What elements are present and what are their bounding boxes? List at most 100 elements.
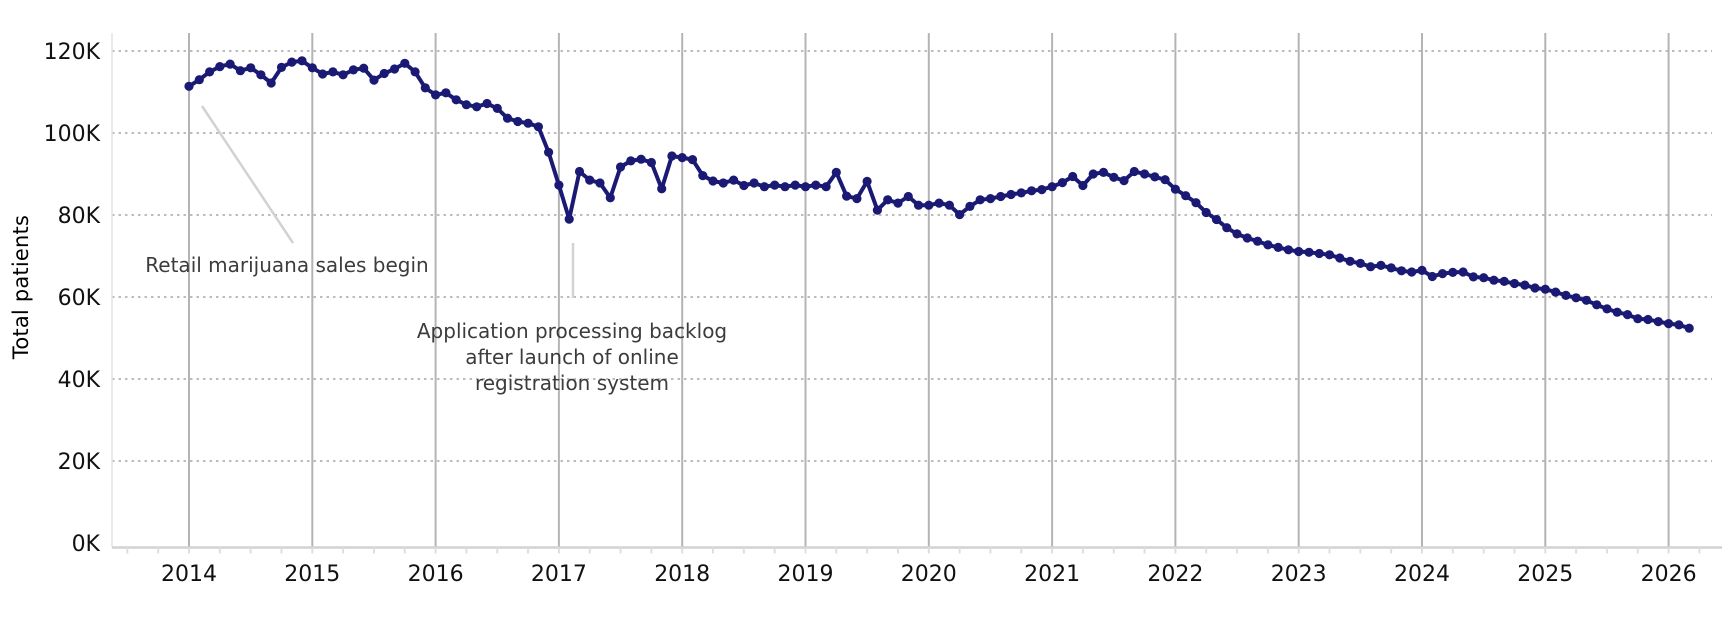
data-point-marker <box>1232 229 1242 239</box>
y-axis-title: Total patients <box>9 214 33 360</box>
data-point-marker <box>1592 300 1602 310</box>
data-point-marker <box>287 57 297 67</box>
data-point-marker <box>1633 314 1643 324</box>
data-point-marker <box>821 182 831 192</box>
data-point-marker <box>420 83 430 93</box>
y-tick-label-40K: 40K <box>58 368 101 393</box>
data-point-marker <box>1571 293 1581 303</box>
y-tick-label-80K: 80K <box>58 204 101 229</box>
data-point-marker <box>205 67 215 77</box>
data-point-marker <box>338 70 348 80</box>
x-tick-label-2023: 2023 <box>1271 562 1327 587</box>
data-point-marker <box>1653 317 1663 327</box>
data-point-marker <box>1150 172 1160 182</box>
data-point-marker <box>585 175 595 185</box>
x-tick-label-2022: 2022 <box>1147 562 1203 587</box>
data-point-marker <box>431 90 441 100</box>
data-point-marker <box>1283 245 1293 255</box>
data-point-marker <box>965 201 975 211</box>
data-point-marker <box>554 180 564 190</box>
data-point-marker <box>698 171 708 181</box>
data-point-marker <box>1088 169 1098 179</box>
data-point-marker <box>1263 240 1273 250</box>
data-point-marker <box>1489 275 1499 285</box>
data-point-marker <box>646 157 657 168</box>
data-point-marker <box>266 78 276 88</box>
data-point-marker <box>348 65 358 75</box>
data-point-marker <box>513 116 523 127</box>
data-point-marker <box>1068 171 1078 182</box>
data-point-marker <box>256 70 266 80</box>
data-point-marker <box>872 205 883 215</box>
data-point-marker <box>1170 184 1180 194</box>
data-point-marker <box>502 113 513 123</box>
annotation-backlog-line-3: registration system <box>474 371 670 395</box>
data-point-marker <box>1581 295 1591 305</box>
data-point-marker <box>1345 256 1355 266</box>
y-tick-label-120K: 120K <box>44 40 101 65</box>
x-tick-label-2017: 2017 <box>531 562 587 587</box>
y-tick-label-0K: 0K <box>72 532 101 557</box>
data-point-marker <box>1037 185 1047 195</box>
data-point-marker <box>1160 175 1170 185</box>
patients-series-line <box>187 58 1692 331</box>
data-point-marker <box>1129 166 1139 177</box>
data-point-marker <box>1294 246 1304 257</box>
data-point-marker <box>729 175 739 185</box>
data-point-marker <box>307 63 317 73</box>
annotation-backlog-line-2: after launch of online <box>465 345 679 369</box>
data-point-marker <box>842 191 852 201</box>
data-point-marker <box>225 59 235 69</box>
data-point-marker <box>461 100 471 110</box>
data-point-marker <box>1191 198 1201 208</box>
data-point-marker <box>533 122 544 132</box>
data-point-marker <box>482 98 492 109</box>
data-point-marker <box>1427 271 1437 282</box>
data-point-marker <box>1602 304 1612 314</box>
data-point-marker <box>1047 182 1057 192</box>
data-point-marker <box>1078 180 1088 191</box>
data-point-marker <box>955 210 965 220</box>
data-point-marker <box>1016 188 1026 198</box>
data-point-marker <box>574 166 585 177</box>
y-tick-label-20K: 20K <box>58 450 101 475</box>
annotation-application-backlog: Application processing backlog after lau… <box>417 318 727 396</box>
data-point-marker <box>605 193 615 203</box>
data-point-marker <box>389 64 400 74</box>
data-point-marker <box>379 68 389 79</box>
data-point-marker <box>924 200 934 210</box>
data-point-marker <box>1335 253 1345 263</box>
data-point-marker <box>893 198 903 208</box>
data-point-marker <box>1499 276 1509 286</box>
x-tick-label-2019: 2019 <box>778 562 834 587</box>
data-point-marker <box>451 95 461 105</box>
data-point-marker <box>318 69 328 79</box>
data-point-marker <box>328 67 338 77</box>
data-point-marker <box>1006 189 1016 200</box>
x-tick-label-2018: 2018 <box>654 562 710 587</box>
data-point-marker <box>749 178 759 188</box>
data-point-marker <box>246 63 256 73</box>
data-point-marker <box>1140 169 1150 179</box>
data-point-marker <box>1468 272 1478 282</box>
data-point-marker <box>1314 248 1324 259</box>
data-point-marker <box>759 182 770 192</box>
data-point-marker <box>1622 310 1633 320</box>
data-point-marker <box>1119 176 1129 186</box>
data-point-marker <box>1027 186 1037 196</box>
data-point-marker <box>1355 258 1365 268</box>
data-point-marker <box>718 178 728 188</box>
data-point-marker <box>934 198 944 208</box>
data-point-marker <box>1098 167 1109 177</box>
data-point-marker <box>780 182 790 192</box>
x-tick-label-2024: 2024 <box>1394 562 1450 587</box>
data-point-marker <box>235 66 245 76</box>
data-point-marker <box>615 162 626 172</box>
data-point-marker <box>1057 178 1067 188</box>
data-point-marker <box>1530 283 1540 293</box>
data-point-marker <box>369 75 379 85</box>
data-point-marker <box>472 102 482 112</box>
data-point-marker <box>1458 267 1468 277</box>
data-point-marker <box>1437 269 1448 279</box>
